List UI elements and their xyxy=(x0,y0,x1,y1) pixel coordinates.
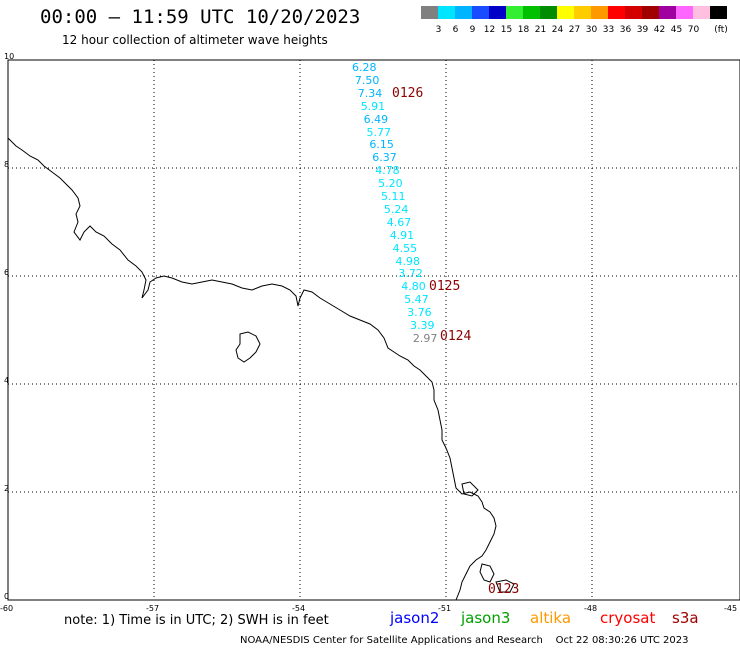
pass-time-label: 0123 xyxy=(488,582,520,597)
wave-height-value: 7.50 xyxy=(354,73,380,87)
legend-swatch xyxy=(438,6,455,19)
legend-swatch xyxy=(489,6,506,19)
lat-label: 4 xyxy=(4,376,10,385)
wave-height-value: 6.49 xyxy=(363,112,389,126)
legend-swatch xyxy=(693,6,710,19)
lat-label: 6 xyxy=(4,268,10,277)
legend-label: 12 xyxy=(483,25,496,35)
legend-label: 6 xyxy=(452,25,459,35)
lon-label: -57 xyxy=(146,604,160,613)
satellite-label: cryosat xyxy=(600,609,656,627)
lon-label: -48 xyxy=(584,604,598,613)
wave-height-value: 3.76 xyxy=(407,306,432,320)
pass-time-label: 0126 xyxy=(392,86,424,101)
legend-label: 9 xyxy=(469,25,476,35)
lake xyxy=(235,331,261,363)
pass-time-label: 0124 xyxy=(440,329,472,344)
wave-height-value: 6.15 xyxy=(369,138,394,152)
lat-label: 8 xyxy=(4,160,10,169)
lat-label: 0 xyxy=(4,592,10,601)
legend-swatch xyxy=(591,6,608,19)
wave-height-value: 4.80 xyxy=(401,280,426,294)
wave-height-value: 5.24 xyxy=(383,202,409,216)
page-title: 00:00 – 11:59 UTC 10/20/2023 xyxy=(40,6,361,28)
wave-height-value: 5.20 xyxy=(378,177,403,191)
lat-label: 2 xyxy=(4,484,10,493)
wave-height-value: 7.34 xyxy=(357,86,383,100)
island-delta-2 xyxy=(461,481,479,497)
legend-swatch xyxy=(455,6,472,19)
wave-height-value: 6.28 xyxy=(352,61,377,74)
map-frame xyxy=(7,59,740,601)
legend-label: 27 xyxy=(568,25,581,35)
legend-label: 45 xyxy=(670,25,683,35)
satellite-label: jason2 xyxy=(390,609,440,627)
satellite-label: jason3 xyxy=(461,609,511,627)
legend-label: 15 xyxy=(500,25,513,35)
wave-height-value: 4.78 xyxy=(375,164,400,178)
credit-line: NOAA/NESDIS Center for Satellite Applica… xyxy=(240,635,689,646)
legend-swatch xyxy=(676,6,693,19)
legend-label: 18 xyxy=(517,25,530,35)
satellite-label: altika xyxy=(530,609,572,627)
satellite-label: s3a xyxy=(672,609,699,627)
legend-swatch xyxy=(659,6,676,19)
legend-swatch xyxy=(421,6,438,19)
wave-height-value: 5.47 xyxy=(404,293,429,307)
legend-label: 36 xyxy=(619,25,632,35)
legend-swatch xyxy=(574,6,591,19)
legend-label: 3 xyxy=(435,25,442,35)
page-subtitle: 12 hour collection of altimeter wave hei… xyxy=(62,33,328,47)
legend-label: 33 xyxy=(602,25,615,35)
wave-height-value: 3.72 xyxy=(398,267,423,281)
legend-label: 39 xyxy=(636,25,649,35)
legend-swatch xyxy=(540,6,557,19)
wave-height-value: 3.39 xyxy=(410,319,435,332)
wave-height-value: 6.37 xyxy=(372,151,397,165)
coastline xyxy=(7,137,497,601)
lat-label: 10 xyxy=(4,52,15,61)
legend-swatch xyxy=(608,6,625,19)
wave-height-value: 5.11 xyxy=(381,190,406,203)
lon-label: -45 xyxy=(724,604,738,613)
legend-label: 42 xyxy=(653,25,666,35)
legend-swatch xyxy=(523,6,540,19)
wave-height-value: 4.98 xyxy=(395,254,421,268)
legend-label: 70 xyxy=(687,25,700,35)
wave-height-value: 2.97 xyxy=(412,331,438,345)
wave-height-value: 4.55 xyxy=(392,241,418,255)
legend-swatch xyxy=(710,6,727,19)
lon-label: -51 xyxy=(438,604,452,613)
wave-height-value: 5.77 xyxy=(366,125,392,139)
legend-swatch xyxy=(557,6,574,19)
legend-swatch xyxy=(472,6,489,19)
lon-label: -54 xyxy=(292,604,306,613)
pass-time-label: 0125 xyxy=(429,279,461,294)
legend-label: 24 xyxy=(551,25,564,35)
legend-swatch xyxy=(642,6,659,19)
lon-label: -60 xyxy=(0,604,14,613)
legend-unit-label: (ft) xyxy=(714,25,728,35)
legend-swatch xyxy=(506,6,523,19)
island-delta-1 xyxy=(495,579,515,593)
legend-label: 30 xyxy=(585,25,598,35)
wave-height-value: 5.91 xyxy=(360,99,386,113)
island-east xyxy=(479,563,495,583)
wave-height-value: 4.67 xyxy=(386,215,412,229)
legend-label: 21 xyxy=(534,25,547,35)
wave-height-value: 4.91 xyxy=(389,228,415,242)
footnote: note: 1) Time is in UTC; 2) SWH is in fe… xyxy=(64,613,329,628)
legend-swatch xyxy=(625,6,642,19)
